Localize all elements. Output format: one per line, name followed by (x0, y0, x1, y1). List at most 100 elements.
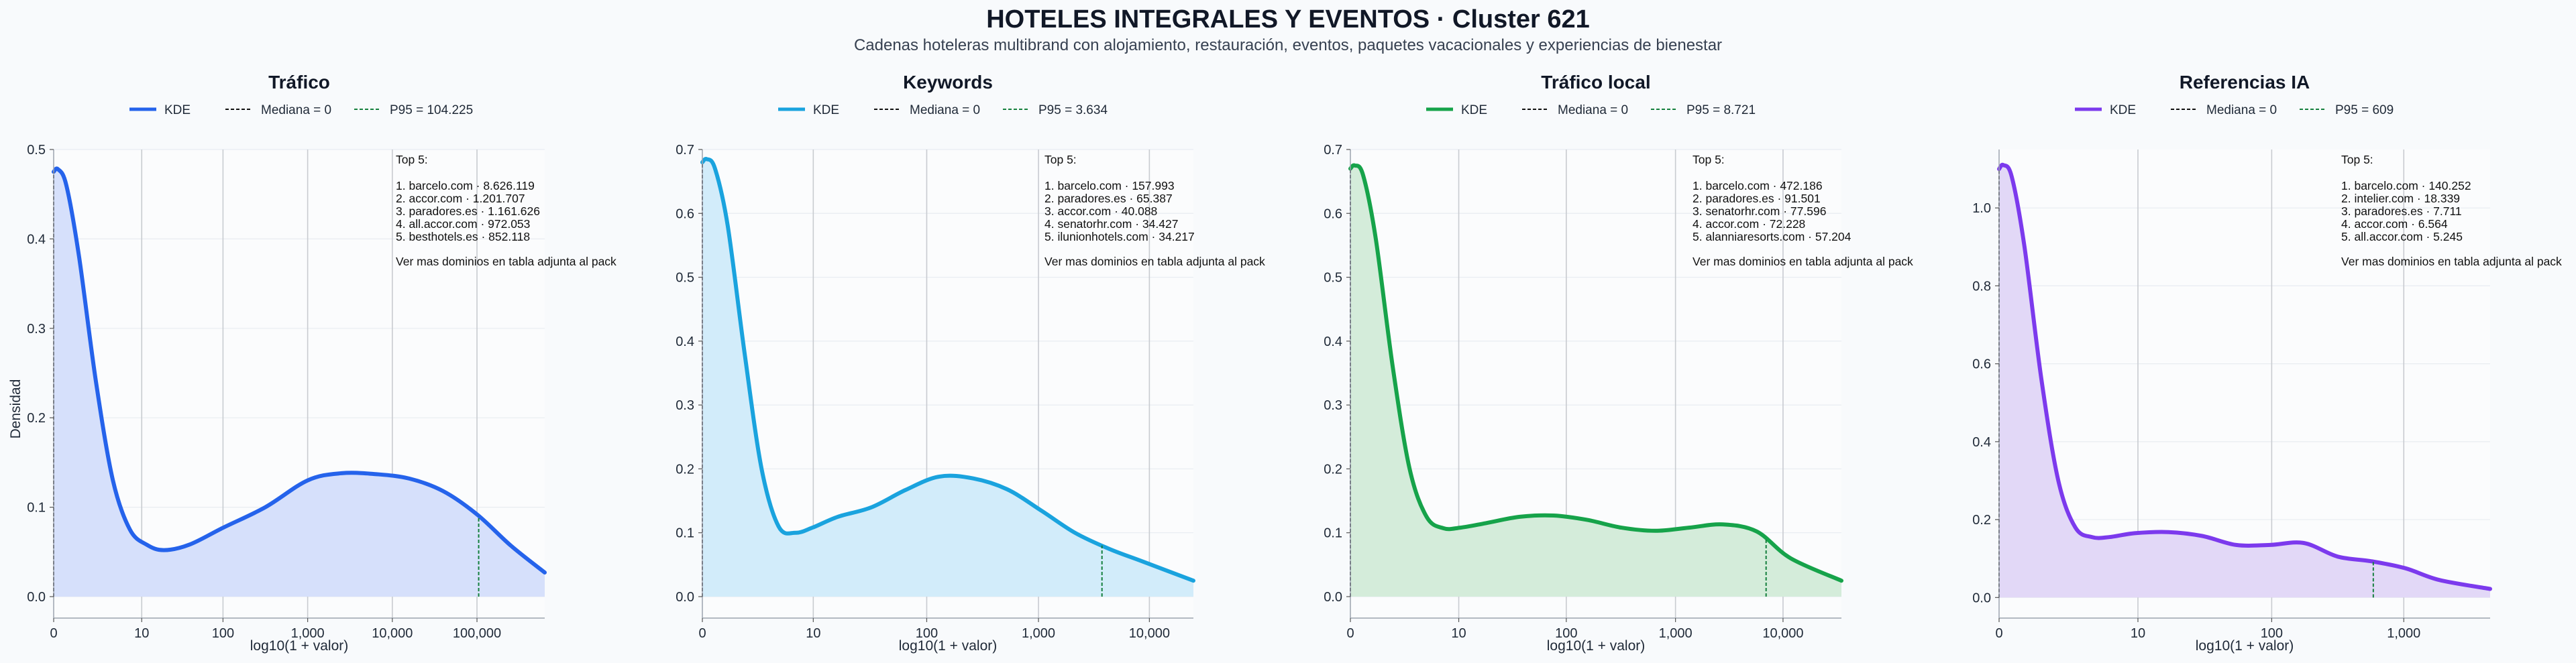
y-tick-label: 0.4 (676, 335, 694, 349)
y-tick-label: 0.0 (1324, 590, 1342, 605)
legend-p95-label: P95 = 104.225 (390, 103, 473, 117)
legend-kde-label: KDE (813, 103, 839, 117)
y-tick-label: 0.8 (1972, 279, 1991, 294)
x-tick-label: 100 (2261, 626, 2283, 641)
legend-median-label: Mediana = 0 (261, 103, 331, 117)
y-tick-label: 0.7 (1324, 143, 1342, 158)
y-axis-label: Densidad (8, 379, 23, 439)
top5-item: 1. barcelo.com · 8.626.119 (396, 179, 535, 192)
x-tick-label: 100,000 (453, 626, 501, 641)
x-tick-label: 1,000 (1022, 626, 1055, 641)
top5-footer: Ver mas dominios en tabla adjunta al pac… (396, 255, 616, 268)
kde-area (1350, 165, 1841, 597)
kde-area (1999, 164, 2490, 598)
y-tick-label: 0.3 (676, 398, 694, 413)
top5-item: 5. all.accor.com · 5.245 (2341, 230, 2463, 243)
top5-footer: Ver mas dominios en tabla adjunta al pac… (2341, 255, 2562, 268)
top5-item: 3. paradores.es · 7.711 (2341, 204, 2462, 218)
top5-item: 3. paradores.es · 1.161.626 (396, 204, 540, 218)
top5-item: 1. barcelo.com · 157.993 (1044, 179, 1175, 192)
x-tick-label: 100 (212, 626, 234, 641)
kde-line (700, 157, 1195, 583)
y-tick-label: 0.3 (1324, 398, 1342, 413)
legend-p95-label: P95 = 609 (2335, 103, 2394, 117)
kde-line (1997, 162, 2492, 591)
x-tick-label: 1,000 (291, 626, 325, 641)
kde-line (1348, 163, 1843, 583)
top5-item: 4. accor.com · 72.228 (1693, 217, 1805, 231)
legend-median-label: Mediana = 0 (910, 103, 980, 117)
top5-item: 2. accor.com · 1.201.707 (396, 192, 525, 205)
x-tick-label: 0 (698, 626, 706, 641)
top5-item: 2. intelier.com · 18.339 (2341, 192, 2460, 205)
top5-header: Top 5: (396, 153, 428, 166)
top5-item: 4. all.accor.com · 972.053 (396, 217, 530, 231)
y-tick-label: 0.0 (1972, 591, 1991, 605)
top5-footer: Ver mas dominios en tabla adjunta al pac… (1693, 255, 1913, 268)
legend-kde-label: KDE (1461, 103, 1487, 117)
y-tick-label: 0.3 (27, 322, 46, 337)
x-axis-label: log10(1 + valor) (250, 638, 349, 654)
x-tick-label: 0 (50, 626, 57, 641)
x-tick-label: 10,000 (372, 626, 413, 641)
top5-item: 2. paradores.es · 65.387 (1044, 192, 1173, 205)
chart-title: Tráfico (268, 72, 330, 93)
x-axis-label: log10(1 + valor) (1547, 638, 1646, 654)
y-tick-label: 0.6 (1324, 206, 1342, 221)
top5-item: 1. barcelo.com · 140.252 (2341, 179, 2471, 192)
chart-panel-1: Tráfico KDE Mediana = 0 P95 = 104.225 0.0 0.1… (27, 72, 616, 654)
chart-panel-2: Keywords KDE Mediana = 0 P95 = 3.634 0.0 0.1 0… (676, 72, 1265, 654)
legend-median-label: Mediana = 0 (2206, 103, 2277, 117)
legend-kde-label: KDE (2110, 103, 2136, 117)
y-tick-label: 1.0 (1972, 201, 1991, 216)
top5-item: 5. ilunionhotels.com · 34.217 (1044, 230, 1195, 243)
legend-p95-label: P95 = 8.721 (1686, 103, 1756, 117)
kde-area (702, 159, 1193, 597)
chart-panel-3: Tráfico local KDE Mediana = 0 P95 = 8.721 0.… (1324, 72, 1913, 654)
x-tick-label: 100 (916, 626, 938, 641)
y-tick-label: 0.1 (1324, 526, 1342, 541)
kde-area (54, 168, 545, 597)
y-tick-label: 0.4 (27, 232, 46, 247)
top5-header: Top 5: (1693, 153, 1725, 166)
x-tick-label: 10 (1451, 626, 1466, 641)
legend-median-label: Mediana = 0 (1558, 103, 1628, 117)
top5-item: 3. accor.com · 40.088 (1044, 204, 1157, 218)
page-title: HOTELES INTEGRALES Y EVENTOS · Cluster 6… (986, 5, 1590, 34)
chart-panel-4: Referencias IA KDE Mediana = 0 P95 = 609 0.0… (1972, 72, 2562, 654)
top5-header: Top 5: (1044, 153, 1077, 166)
legend-kde-label: KDE (164, 103, 191, 117)
top5-item: 1. barcelo.com · 472.186 (1693, 179, 1823, 192)
chart-title: Tráfico local (1541, 72, 1650, 93)
y-tick-label: 0.5 (27, 143, 46, 158)
y-tick-label: 0.0 (676, 590, 694, 605)
y-tick-label: 0.6 (1972, 357, 1991, 372)
page-subtitle: Cadenas hoteleras multibrand con alojami… (853, 36, 1723, 54)
chart-title: Keywords (903, 72, 993, 93)
x-tick-label: 10,000 (1129, 626, 1170, 641)
top5-item: 2. paradores.es · 91.501 (1693, 192, 1821, 205)
chart-title: Referencias IA (2180, 72, 2310, 93)
x-tick-label: 10,000 (1762, 626, 1803, 641)
y-tick-label: 0.2 (27, 411, 46, 426)
x-tick-label: 0 (1995, 626, 2002, 641)
x-tick-label: 1,000 (1659, 626, 1693, 641)
top5-item: 5. besthotels.es · 852.118 (396, 230, 530, 243)
x-tick-label: 1,000 (2387, 626, 2420, 641)
y-tick-label: 0.1 (27, 501, 46, 516)
y-tick-label: 0.5 (1324, 271, 1342, 286)
top5-item: 4. senatorhr.com · 34.427 (1044, 217, 1178, 231)
y-tick-label: 0.5 (676, 271, 694, 286)
y-tick-label: 0.6 (676, 206, 694, 221)
x-tick-label: 100 (1555, 626, 1577, 641)
top5-item: 3. senatorhr.com · 77.596 (1693, 204, 1826, 218)
kde-line (52, 166, 547, 575)
legend-p95-label: P95 = 3.634 (1038, 103, 1108, 117)
x-axis-label: log10(1 + valor) (2196, 638, 2294, 654)
x-tick-label: 10 (2131, 626, 2145, 641)
top5-item: 4. accor.com · 6.564 (2341, 217, 2448, 231)
y-tick-label: 0.1 (676, 526, 694, 541)
y-tick-label: 0.7 (676, 143, 694, 158)
x-tick-label: 10 (806, 626, 820, 641)
